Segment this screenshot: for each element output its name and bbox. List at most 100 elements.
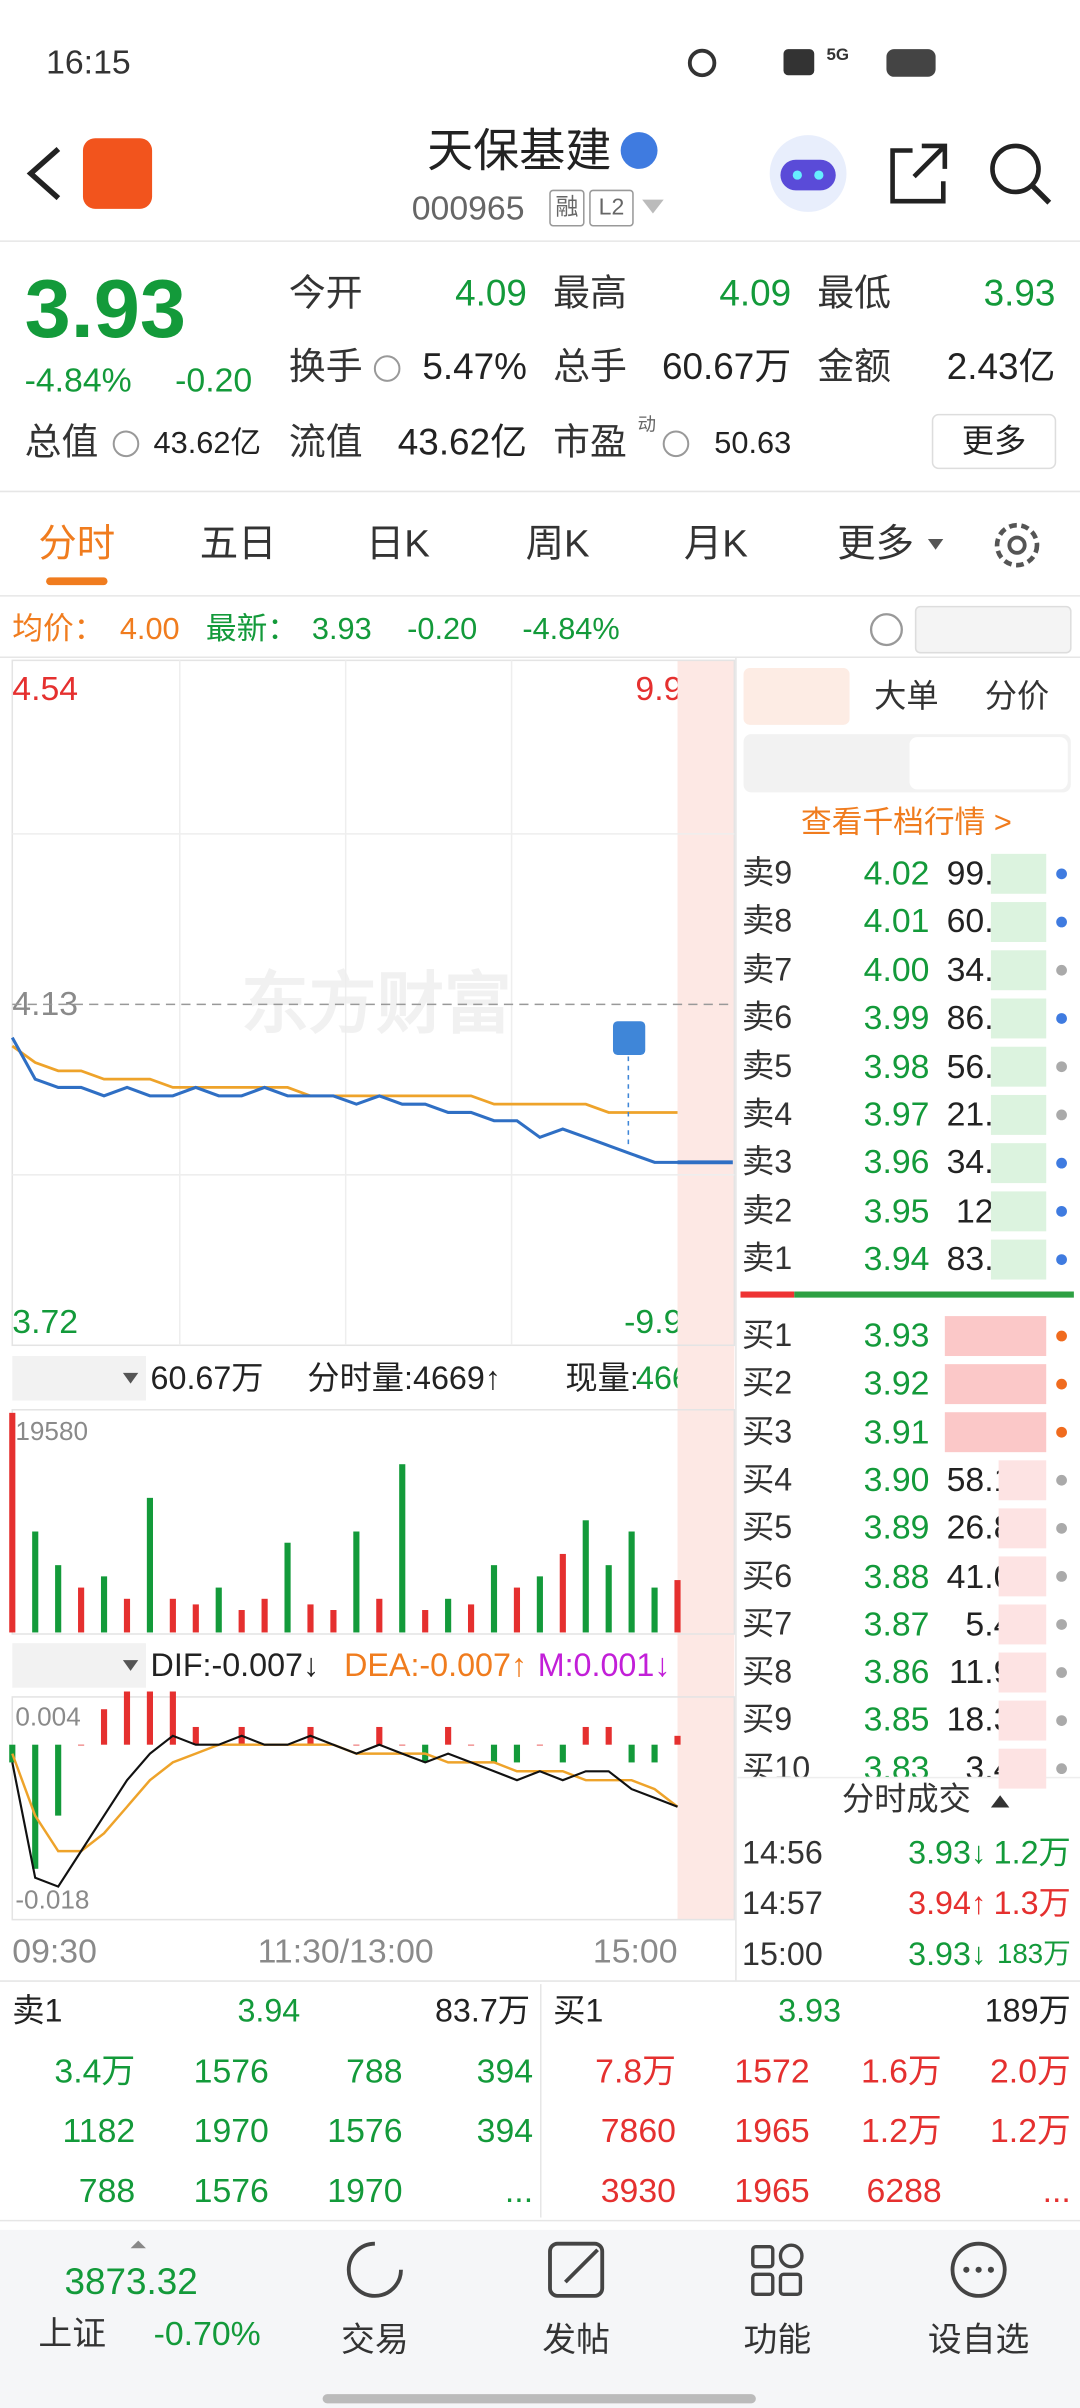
volume-bar bbox=[192, 1604, 199, 1633]
queue-order: 1965 bbox=[734, 2111, 810, 2150]
volume-total: 60.67万 bbox=[150, 1361, 264, 1397]
queue-order: 1572 bbox=[734, 2051, 810, 2090]
share-button[interactable] bbox=[890, 143, 948, 204]
queue-price: 3.93 bbox=[778, 1994, 842, 2030]
ask-bar bbox=[990, 1143, 1047, 1184]
tag-box bbox=[589, 189, 634, 227]
bid-price: 3.86 bbox=[863, 1652, 930, 1691]
volume-bar bbox=[261, 1598, 268, 1633]
macd-bottom: -0.018 bbox=[15, 1885, 90, 1915]
ask-dot bbox=[1056, 1157, 1067, 1169]
tab[interactable]: 月K bbox=[683, 522, 748, 566]
func-icon bbox=[778, 2272, 803, 2297]
tab[interactable]: 分时 bbox=[38, 522, 116, 566]
macd-dif: DIF:-0.007↓ bbox=[150, 1648, 320, 1684]
ask-price: 3.97 bbox=[863, 1094, 930, 1134]
active-book-tab bbox=[743, 668, 850, 725]
nav-item[interactable]: 交易 bbox=[341, 2320, 409, 2359]
queue-volume: 189万 bbox=[984, 1994, 1071, 2030]
stat-value: 5.47% bbox=[422, 346, 527, 389]
nav-item[interactable]: 功能 bbox=[743, 2320, 812, 2359]
queue-order: 7860 bbox=[600, 2111, 676, 2150]
back-button[interactable] bbox=[26, 146, 61, 201]
volume-bar bbox=[559, 1553, 566, 1633]
tab[interactable]: 日K bbox=[365, 522, 430, 566]
price-bottom: 3.72 bbox=[12, 1302, 79, 1341]
ref-price: 4.13 bbox=[12, 984, 79, 1023]
macd-select[interactable] bbox=[12, 1643, 146, 1688]
queue-order: 1965 bbox=[734, 2171, 810, 2210]
trade-time: 15:00 bbox=[742, 1937, 823, 1973]
func-icon bbox=[751, 2272, 775, 2297]
bid-price: 3.89 bbox=[863, 1508, 930, 1547]
stat-value: 3.93 bbox=[983, 273, 1056, 315]
macd-bar bbox=[536, 1744, 543, 1746]
queue-order: 1.6万 bbox=[860, 2051, 942, 2090]
bid-price: 3.91 bbox=[863, 1412, 930, 1451]
macd-bar bbox=[353, 1744, 360, 1746]
bid-dot bbox=[1056, 1715, 1067, 1726]
macd-bar bbox=[559, 1744, 566, 1763]
big-order-button[interactable] bbox=[914, 605, 1072, 654]
tab[interactable]: 周K bbox=[525, 522, 590, 566]
tab[interactable]: 五日 bbox=[199, 522, 277, 566]
after-hours-band bbox=[677, 660, 735, 1920]
dropdown-caret[interactable] bbox=[642, 199, 664, 214]
bid-bar bbox=[944, 1412, 1047, 1453]
search-button[interactable] bbox=[990, 143, 1041, 195]
bid-dot bbox=[1056, 1426, 1067, 1438]
info-icon bbox=[373, 355, 401, 382]
book-tab[interactable]: 大单 bbox=[874, 679, 939, 715]
queue-order: 2.0万 bbox=[990, 2051, 1071, 2090]
macd-bar bbox=[9, 1744, 16, 1763]
volume-bar bbox=[651, 1587, 658, 1633]
stat-label: 今开 bbox=[288, 273, 363, 315]
ask-bar bbox=[990, 1046, 1047, 1087]
queue-price: 3.94 bbox=[237, 1994, 301, 2030]
latest-change: -0.20 bbox=[407, 612, 478, 647]
volume-bar bbox=[536, 1576, 543, 1633]
nav-item[interactable]: 设自选 bbox=[927, 2320, 1030, 2359]
queue-order: 1576 bbox=[327, 2111, 403, 2150]
bid-dot bbox=[1056, 1619, 1067, 1630]
volume-bar bbox=[445, 1598, 452, 1633]
ask-label: 卖5 bbox=[742, 1048, 793, 1085]
tab[interactable]: 更多 bbox=[837, 522, 915, 566]
macd-bar bbox=[78, 1744, 85, 1746]
macd-bar bbox=[674, 1735, 681, 1745]
macd-bar bbox=[146, 1691, 153, 1745]
macd-caret bbox=[122, 1660, 139, 1671]
volume-bar bbox=[215, 1587, 222, 1633]
time-label: 15:00 bbox=[592, 1931, 678, 1971]
more-button[interactable] bbox=[931, 413, 1057, 470]
volume-select[interactable] bbox=[12, 1356, 146, 1401]
bid-bar bbox=[998, 1700, 1047, 1741]
book-tab[interactable]: 分价 bbox=[984, 679, 1050, 715]
bid-bar bbox=[998, 1556, 1047, 1597]
ask-price: 4.00 bbox=[863, 950, 930, 989]
more-button-text[interactable]: 更多 bbox=[961, 424, 1027, 460]
ask-price: 3.99 bbox=[863, 998, 930, 1037]
settings-button[interactable] bbox=[994, 522, 1040, 568]
volume-now-label: 现量: bbox=[565, 1361, 639, 1397]
help-icon[interactable] bbox=[869, 613, 903, 647]
assistant-eye bbox=[792, 170, 802, 180]
queue-order: 3930 bbox=[600, 2171, 676, 2210]
volume-bar bbox=[169, 1598, 176, 1633]
macd-bar bbox=[32, 1744, 39, 1869]
signal-box bbox=[612, 1021, 646, 1056]
stock-name: 天保基建 bbox=[427, 126, 612, 178]
nav-item[interactable]: 发帖 bbox=[542, 2320, 610, 2359]
stat-label: 最低 bbox=[817, 273, 892, 315]
ask-dot bbox=[1056, 916, 1067, 928]
volume-bar bbox=[513, 1587, 521, 1633]
macd-bar bbox=[55, 1744, 62, 1816]
bid-dot bbox=[1056, 1330, 1067, 1342]
stat-value: 2.43亿 bbox=[946, 346, 1056, 389]
bid-bar bbox=[944, 1364, 1047, 1405]
trade-price: 3.93 bbox=[908, 1937, 971, 1973]
assistant-face bbox=[780, 159, 836, 191]
book-link[interactable]: 查看千档行情 > bbox=[800, 806, 1012, 841]
